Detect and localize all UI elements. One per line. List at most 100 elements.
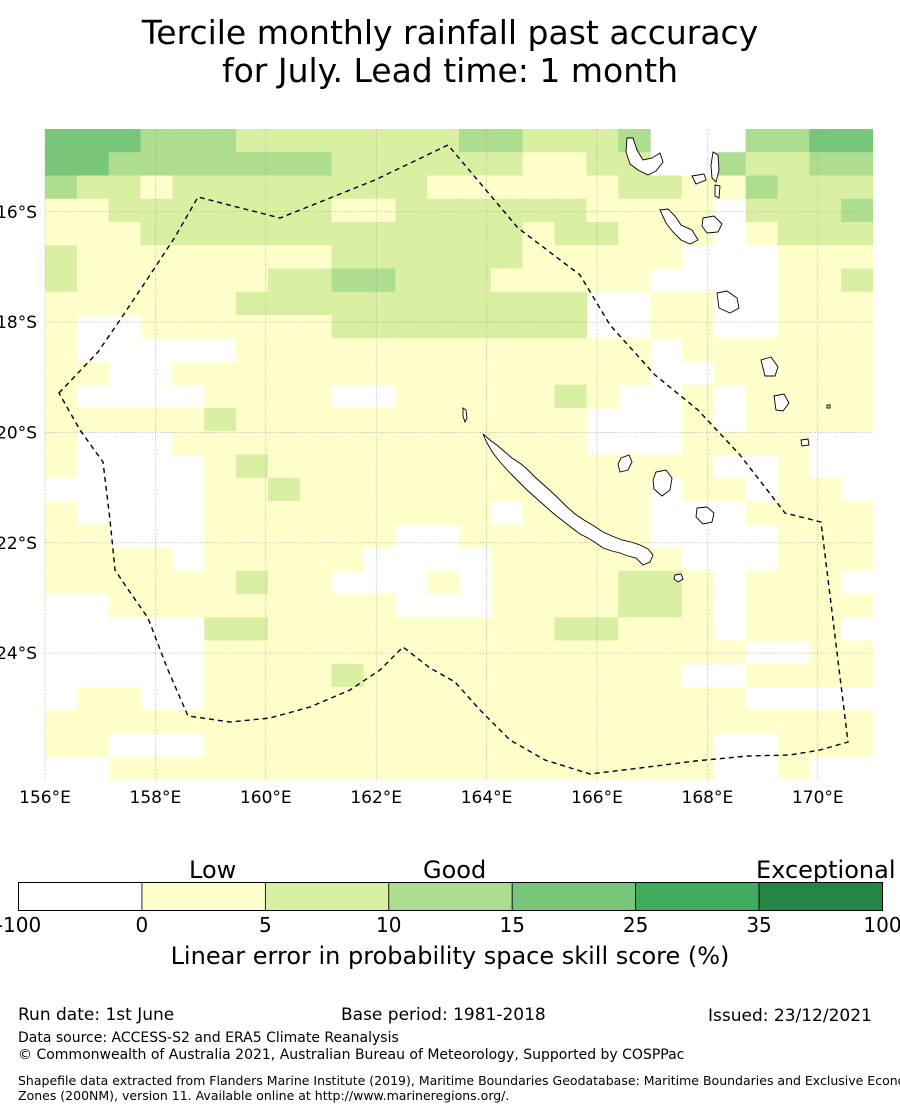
skill-cell <box>267 594 301 618</box>
skill-cell <box>459 617 492 642</box>
loyalty-islands-coastline <box>617 454 633 473</box>
skill-cell <box>299 710 333 735</box>
skill-cell <box>490 129 524 153</box>
skill-cell <box>363 594 396 618</box>
skill-cell <box>267 431 301 456</box>
skill-cell <box>777 291 810 316</box>
skill-cell <box>554 222 587 246</box>
skill-cell <box>522 710 556 735</box>
skill-cell <box>76 524 110 549</box>
skill-cell <box>236 501 269 525</box>
colorbar-swatch <box>511 882 637 911</box>
skill-cell <box>267 524 301 549</box>
skill-cell <box>204 268 237 293</box>
skill-cell <box>267 663 301 688</box>
latitude-labels: 16°S 18°S 20°S 22°S 24°S <box>0 203 37 664</box>
skill-cell <box>204 524 237 549</box>
skill-cell <box>841 524 873 549</box>
skill-cell <box>427 315 460 339</box>
skill-cell <box>299 640 333 665</box>
skill-cell <box>459 198 492 223</box>
skill-cell <box>777 431 810 456</box>
skill-cell <box>45 408 78 432</box>
skill-cell <box>490 687 524 711</box>
skill-cell <box>777 710 810 735</box>
skill-cell <box>299 617 333 642</box>
skill-cell <box>299 547 333 572</box>
colorbar-swatch <box>388 882 513 911</box>
skill-cell <box>490 384 524 409</box>
skill-cell <box>490 408 524 432</box>
skill-cell <box>427 454 460 479</box>
skill-cell <box>267 222 301 246</box>
skill-cell <box>331 338 365 363</box>
skill-cell <box>45 291 78 316</box>
skill-cell <box>650 733 683 758</box>
skill-cell <box>108 756 142 780</box>
torres-islet-coastline <box>714 184 721 199</box>
skill-cell <box>459 408 492 432</box>
skill-cell <box>554 733 587 758</box>
skill-cell <box>267 570 301 595</box>
skill-cell <box>745 431 779 456</box>
skill-cell <box>809 408 842 432</box>
skill-cell <box>554 384 587 409</box>
skill-cell <box>681 733 715 758</box>
skill-cell <box>681 408 715 432</box>
skill-cell <box>299 175 333 200</box>
tanna-coastline <box>760 356 779 377</box>
skill-cell <box>395 315 428 339</box>
skill-cell <box>45 222 78 246</box>
skill-cell <box>45 501 78 525</box>
skill-cell <box>108 570 142 595</box>
skill-cell <box>490 733 524 758</box>
skill-cell <box>777 570 810 595</box>
skill-cell <box>108 547 142 572</box>
skill-cell <box>809 663 842 688</box>
skill-cell <box>777 198 810 223</box>
skill-cell <box>681 175 715 200</box>
skill-cell <box>363 222 396 246</box>
skill-cell <box>395 710 428 735</box>
skill-cell <box>76 152 110 177</box>
skill-cell <box>745 570 779 595</box>
skill-cell <box>586 477 619 502</box>
skill-cell <box>236 454 269 479</box>
skill-cell <box>522 687 556 711</box>
colorbar-swatch <box>264 882 390 911</box>
skill-cell <box>172 570 205 595</box>
colorbar-swatch <box>635 882 760 911</box>
skill-cell <box>586 338 619 363</box>
skill-cell <box>204 594 237 618</box>
skill-cell <box>395 198 428 223</box>
skill-cell <box>363 640 396 665</box>
skill-cell <box>777 315 810 339</box>
skill-cell <box>522 198 556 223</box>
data-source: Data source: ACCESS-S2 and ERA5 Climate … <box>18 1030 399 1046</box>
skill-cell <box>427 268 460 293</box>
skill-cell <box>363 291 396 316</box>
skill-cell <box>236 547 269 572</box>
skill-cell <box>618 477 651 502</box>
skill-cell <box>331 501 365 525</box>
skill-cell <box>140 129 173 153</box>
skill-cell <box>522 431 556 456</box>
skill-cell <box>586 570 619 595</box>
skill-cell <box>172 175 205 200</box>
shapefile-credit-line-2: Zones (200NM), version 11. Available onl… <box>18 1088 510 1103</box>
skill-cell <box>76 570 110 595</box>
skill-cell <box>554 617 587 642</box>
skill-cell <box>331 408 365 432</box>
skill-cell <box>267 338 301 363</box>
skill-cell <box>459 129 492 153</box>
skill-cell <box>267 640 301 665</box>
skill-cell <box>459 291 492 316</box>
skill-cell <box>841 315 873 339</box>
skill-cell <box>76 547 110 572</box>
skill-cell <box>45 431 78 456</box>
skill-cell <box>299 129 333 153</box>
skill-cell <box>522 547 556 572</box>
map-title: Tercile monthly rainfall past accuracy f… <box>0 14 900 90</box>
skill-cell <box>331 152 365 177</box>
skill-cell <box>299 152 333 177</box>
